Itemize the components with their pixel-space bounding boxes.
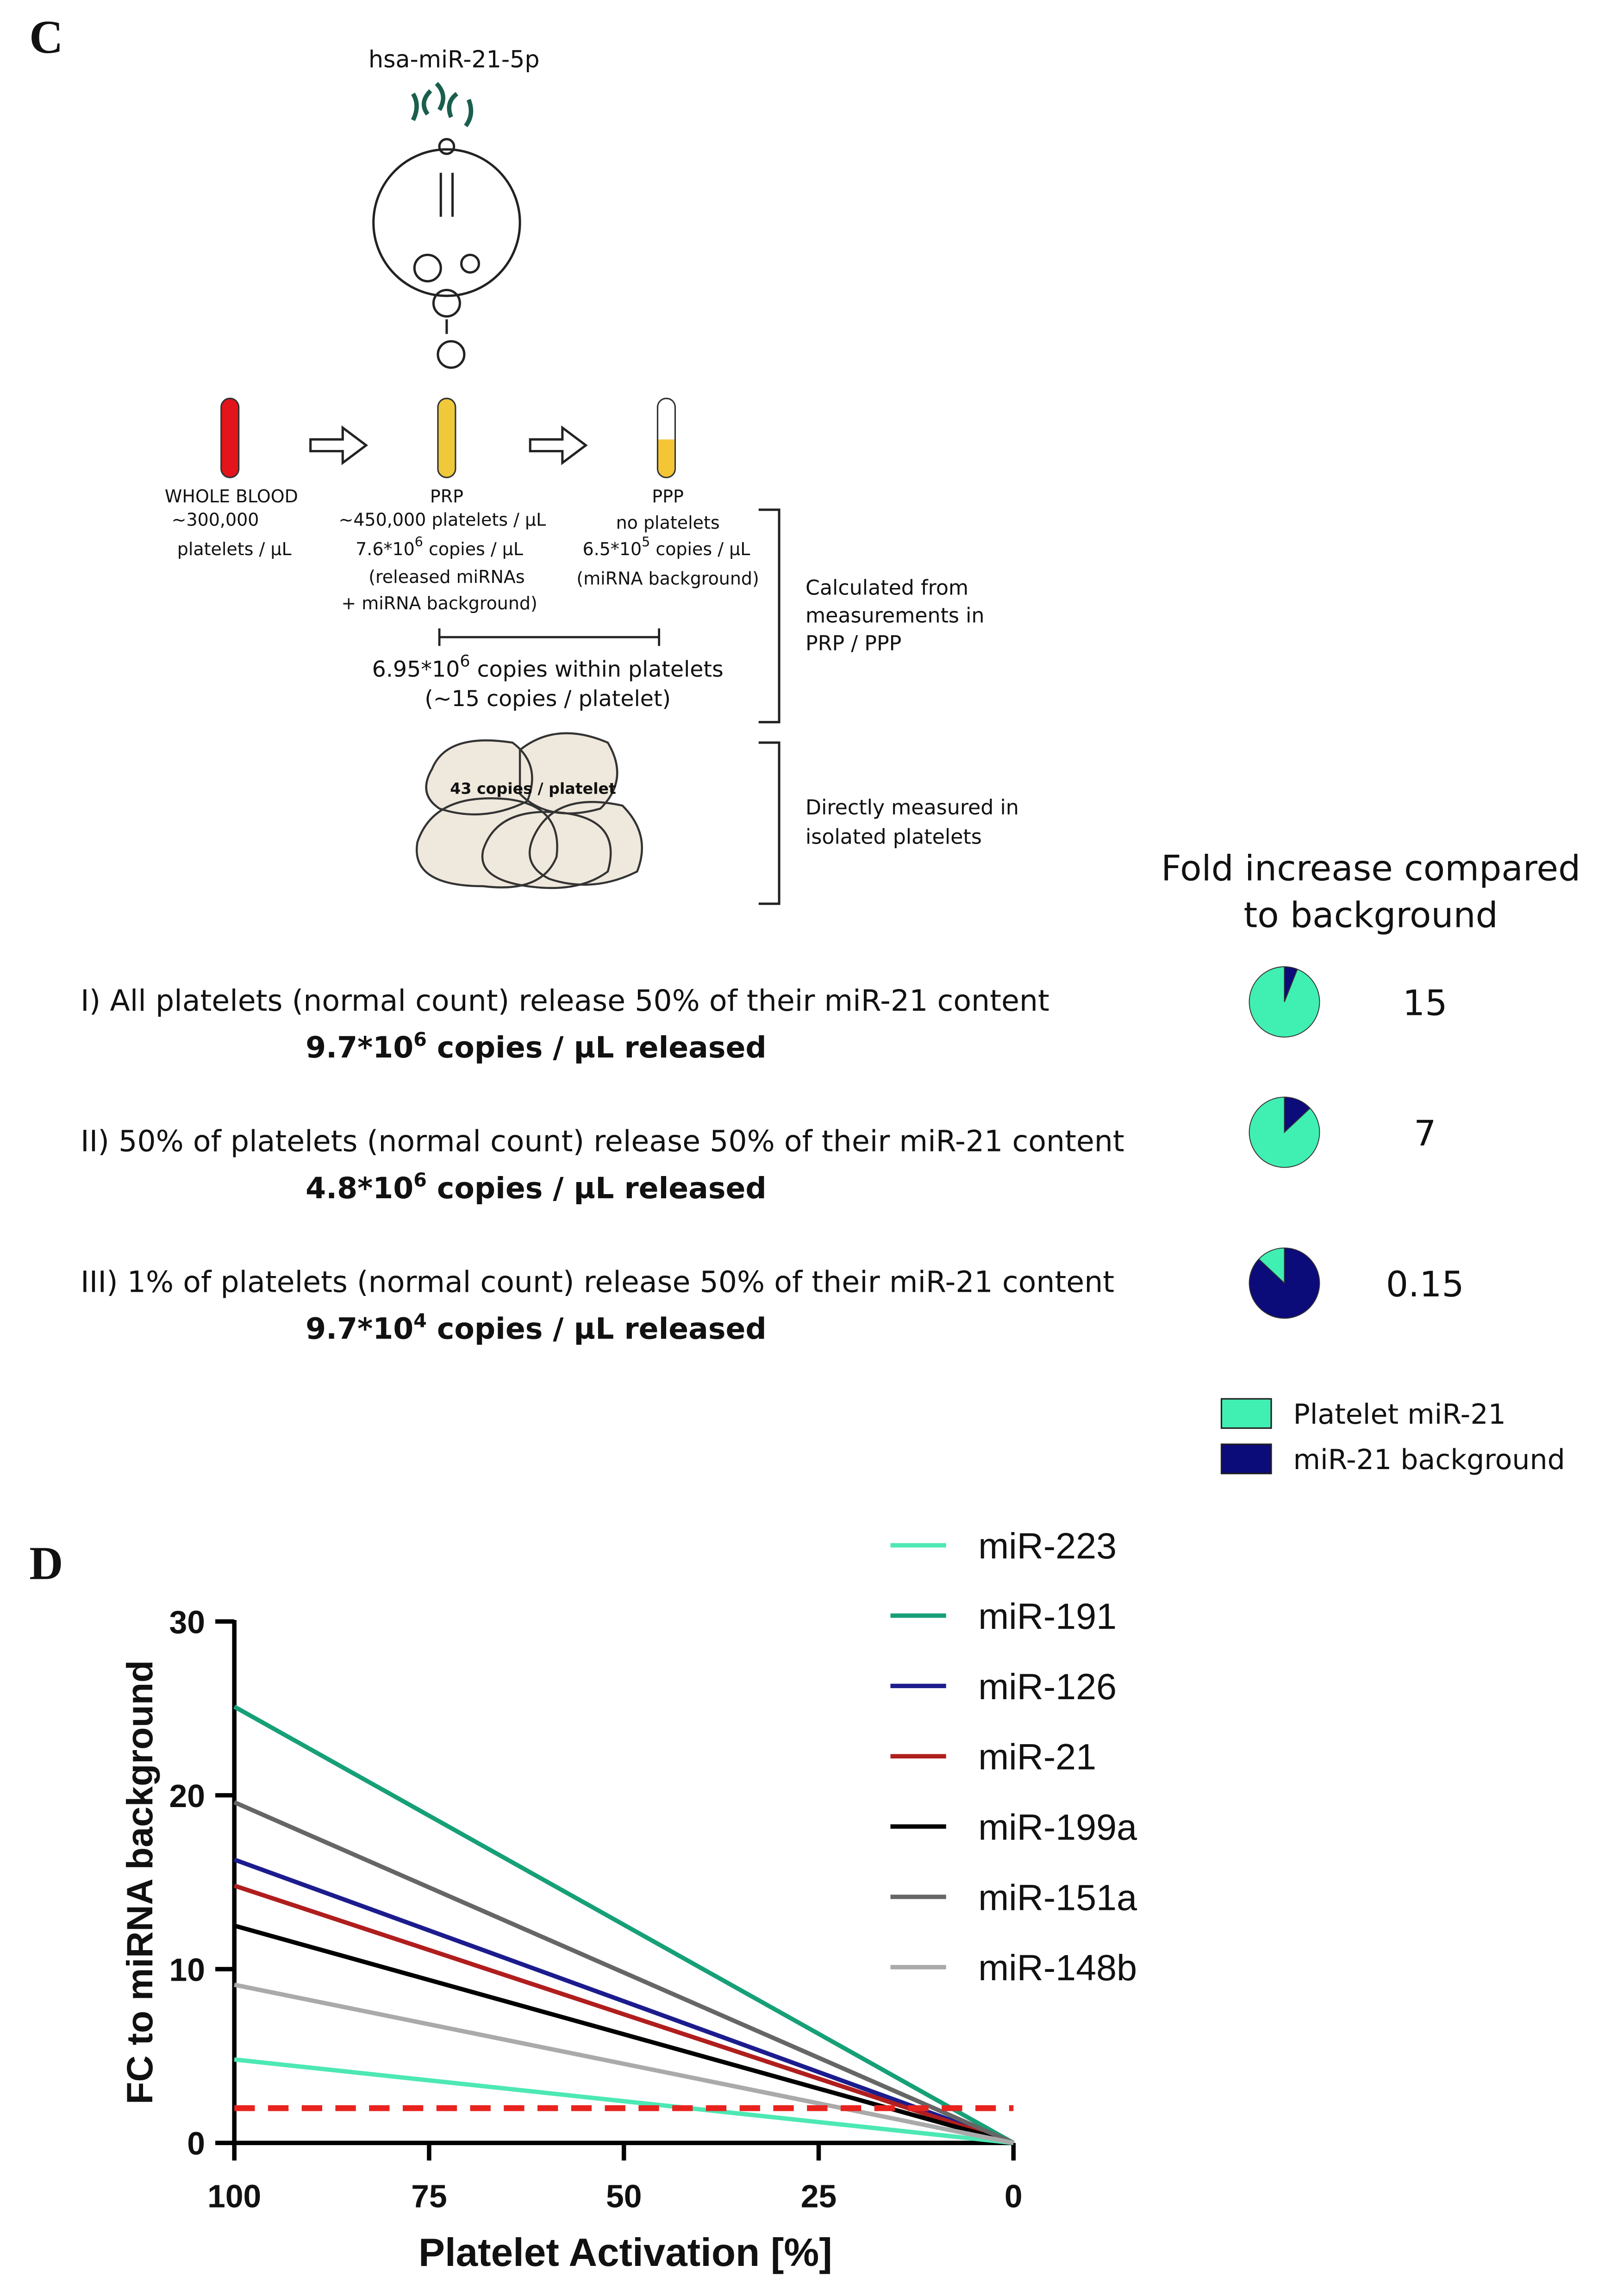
tube-labels: WHOLE BLOOD ~300,000 platelets / µL PRP …	[165, 486, 759, 613]
text: 6	[460, 652, 470, 670]
label: (miRNA background)	[576, 568, 759, 588]
text: 6.95*10	[372, 657, 460, 682]
text: copies within platelets	[470, 657, 724, 682]
legend-label: Platelet miR-21	[1293, 1398, 1505, 1431]
text: copies / µL released	[427, 1030, 767, 1064]
label: 7.6*106 copies / µL	[356, 534, 523, 559]
y-tick-label: 10	[169, 1952, 205, 1988]
label: ~300,000	[172, 510, 259, 530]
x-tick-label: 50	[606, 2178, 642, 2215]
panel-label: D	[29, 1537, 63, 1589]
legend-label: miR-151a	[978, 1877, 1137, 1918]
text: 5	[642, 534, 650, 550]
pie-slice	[1258, 1247, 1285, 1284]
fold-value: 15	[1403, 982, 1448, 1023]
pie-slice	[1284, 1096, 1311, 1133]
y-axis-label: FC to miRNA background	[119, 1660, 160, 2104]
note: PRP / PPP	[806, 632, 901, 656]
scenario-text: I) All platelets (normal count) release …	[81, 983, 1049, 1018]
note: Calculated from	[806, 576, 968, 600]
text: 4	[413, 1309, 427, 1332]
line	[233, 1800, 1015, 2145]
text: copies / µL released	[427, 1312, 767, 1346]
text: 6	[415, 534, 423, 550]
legend-label: miR-21 background	[1293, 1444, 1565, 1476]
text: 7.6*10	[356, 539, 415, 559]
legend-label: miR-191	[978, 1595, 1117, 1637]
pie-slice	[1284, 966, 1298, 1002]
fold-value: 0.15	[1386, 1264, 1464, 1305]
released-text: 9.7*106 copies / µL released	[306, 1028, 767, 1064]
fold-value: 7	[1414, 1113, 1436, 1154]
text: copies / µL	[423, 539, 523, 559]
legend-label: miR-148b	[978, 1947, 1137, 1988]
panel-label: C	[29, 11, 63, 63]
note: isolated platelets	[806, 825, 982, 849]
y-tick-label: 20	[169, 1778, 205, 1814]
legend-swatch	[1220, 1443, 1272, 1475]
fold-title: to background	[1244, 895, 1498, 936]
released-text: 4.8*106 copies / µL released	[306, 1169, 767, 1205]
x-axis-label: Platelet Activation [%]	[418, 2231, 832, 2275]
text: 9.7*10	[306, 1030, 413, 1064]
text: 9.7*10	[306, 1312, 413, 1346]
legend-label: miR-199a	[978, 1807, 1137, 1848]
label: WHOLE BLOOD	[165, 486, 298, 507]
text: 4.8*10	[306, 1171, 413, 1205]
label: 6.5*105 copies / µL	[583, 534, 750, 559]
label: no platelets	[616, 513, 720, 533]
x-tick-label: 75	[411, 2178, 447, 2215]
pie-slice	[1249, 1247, 1320, 1319]
pie-slice	[1249, 1096, 1320, 1168]
label: PPP	[652, 486, 684, 507]
text: 6.5*10	[583, 539, 642, 559]
released-text: 9.7*104 copies / µL released	[306, 1309, 767, 1345]
line	[234, 1983, 1014, 2146]
fold-title: Fold increase compared	[1161, 848, 1580, 888]
note: measurements in	[806, 604, 984, 628]
line	[233, 1704, 1015, 2145]
platelet-illustration	[220, 81, 781, 905]
text: copies / µL released	[427, 1171, 767, 1205]
text: copies / µL	[650, 539, 750, 559]
text: 6	[413, 1169, 427, 1191]
label: + miRNA background)	[341, 593, 537, 613]
y-tick-label: 30	[169, 1604, 205, 1640]
mirna-name: hsa-miR-21-5p	[368, 46, 539, 73]
y-tick-label: 0	[187, 2126, 205, 2162]
label: 43 copies / platelet	[450, 780, 616, 798]
legend-swatch	[1220, 1398, 1272, 1429]
label: 6.95*106 copies within platelets	[372, 652, 724, 682]
label: (~15 copies / platelet)	[425, 686, 671, 712]
legend-label: miR-21	[978, 1736, 1096, 1777]
line	[234, 2057, 1014, 2146]
note: Directly measured in	[806, 796, 1019, 820]
legend-label: miR-126	[978, 1666, 1117, 1707]
scenario-text: II) 50% of platelets (normal count) rele…	[81, 1124, 1124, 1158]
label: PRP	[430, 486, 463, 507]
line	[233, 1883, 1014, 2145]
line	[233, 1857, 1014, 2145]
text: 6	[413, 1028, 427, 1051]
label: ~450,000 platelets / µL	[339, 510, 546, 530]
scenario-text: III) 1% of platelets (normal count) rele…	[81, 1264, 1114, 1299]
label: platelets / µL	[177, 539, 292, 559]
legend-label: miR-223	[978, 1525, 1117, 1566]
x-tick-label: 100	[207, 2178, 261, 2215]
label: (released miRNAs	[368, 567, 525, 587]
x-tick-label: 0	[1005, 2178, 1023, 2215]
x-tick-label: 25	[801, 2178, 837, 2215]
